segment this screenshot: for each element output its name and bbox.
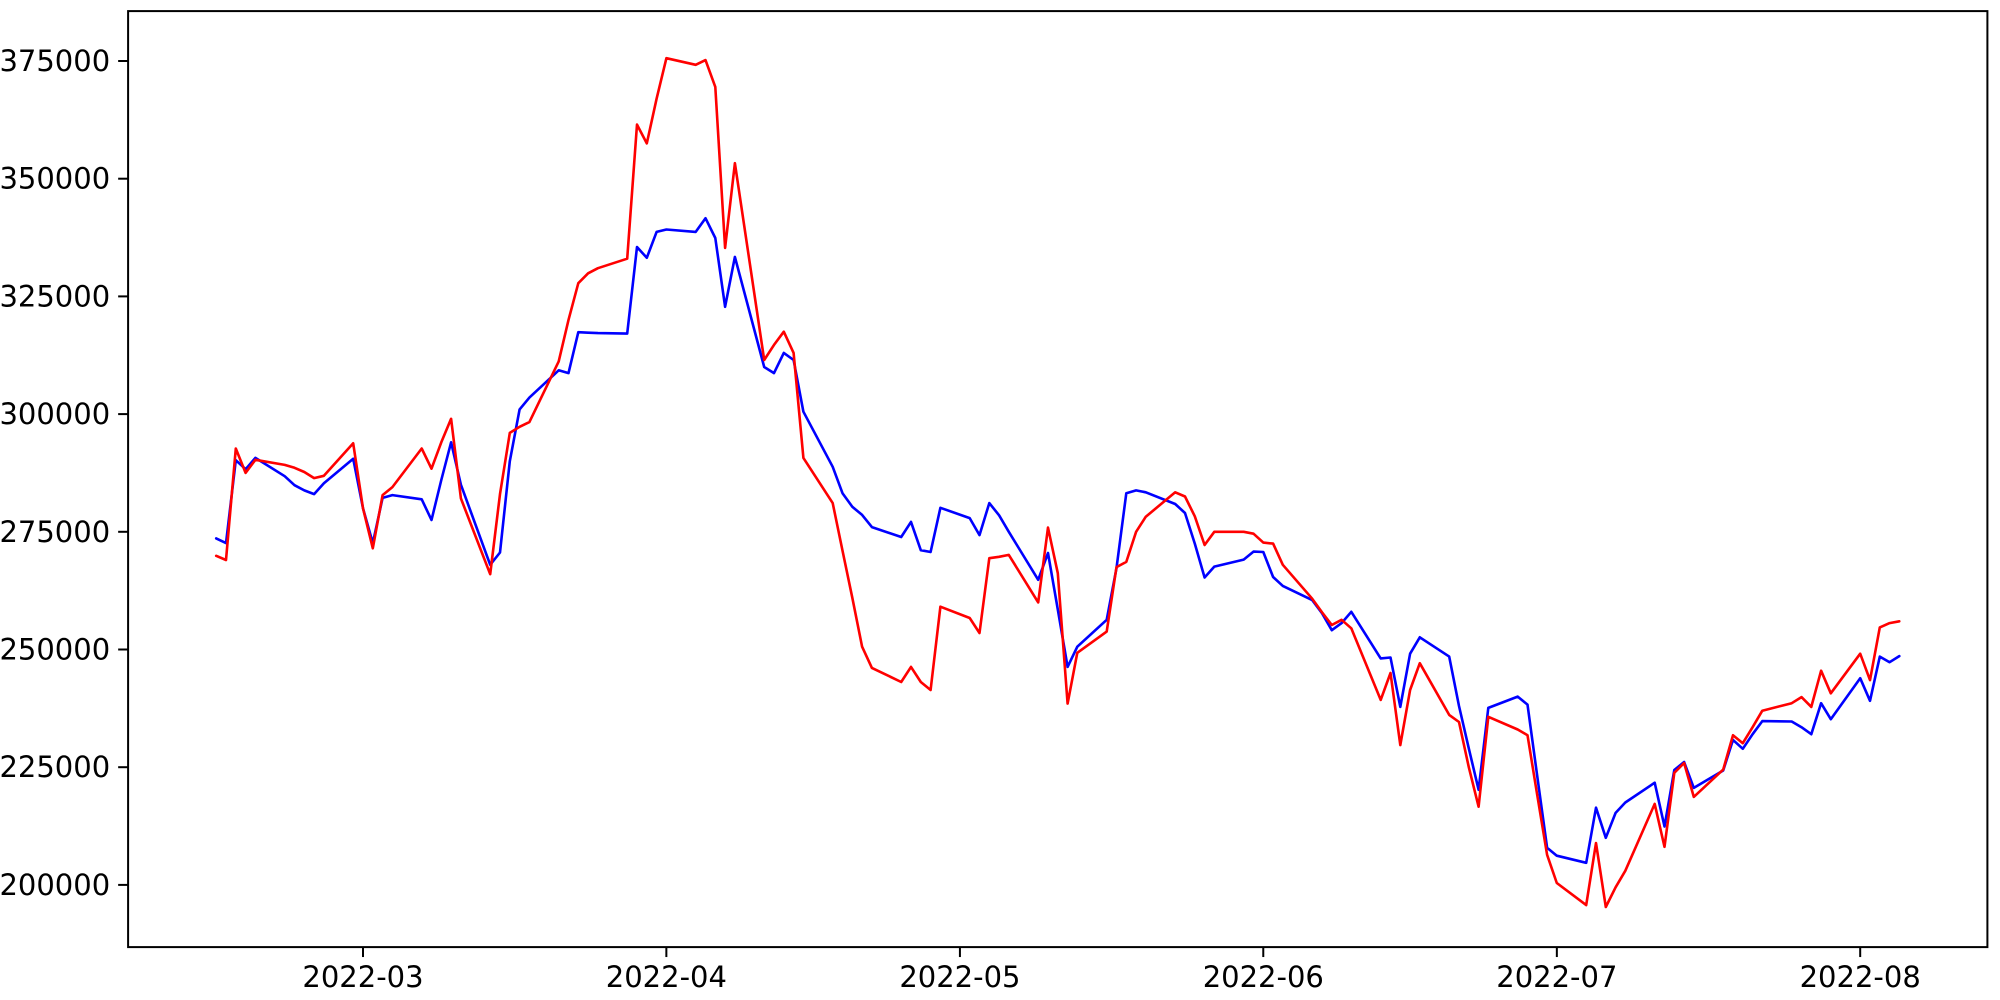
y-tick-label: 200000 (0, 868, 110, 902)
x-tick-label: 2022-06 (1203, 960, 1324, 994)
y-tick-label: 225000 (0, 750, 110, 784)
x-tick-label: 2022-03 (302, 960, 423, 994)
series-blue (214, 216, 1901, 865)
x-tick-label: 2022-07 (1496, 960, 1617, 994)
y-tick-label: 325000 (0, 279, 110, 313)
x-tick-label: 2022-04 (606, 960, 727, 994)
y-tick-label: 250000 (0, 633, 110, 667)
x-tick-label: 2022-08 (1800, 960, 1921, 994)
y-tick-label: 275000 (0, 515, 110, 549)
y-tick-label: 350000 (0, 162, 110, 196)
y-tick-label: 375000 (0, 44, 110, 78)
axes-frame (127, 10, 1989, 949)
x-tick-label: 2022-05 (899, 960, 1020, 994)
y-tick-label: 300000 (0, 397, 110, 431)
series-red (214, 56, 1901, 909)
